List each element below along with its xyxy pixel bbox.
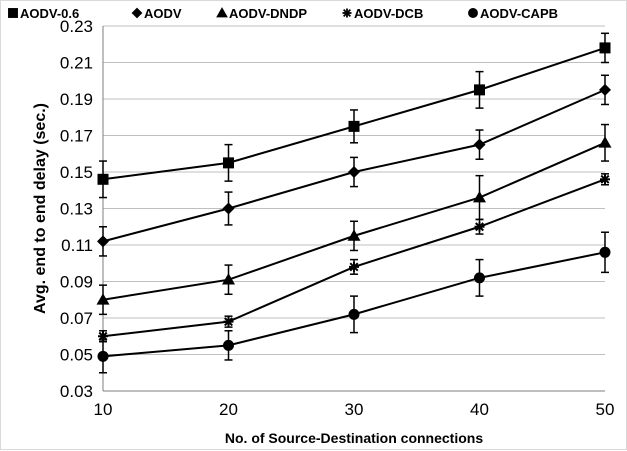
y-tick-label: 0.15 (60, 163, 93, 182)
data-point (348, 166, 360, 178)
data-point (599, 42, 611, 54)
data-point (96, 293, 110, 305)
data-point (599, 83, 611, 96)
data-point (347, 229, 361, 241)
y-tick-label: 0.13 (60, 200, 93, 219)
data-point (97, 173, 109, 185)
data-point (599, 246, 611, 258)
y-axis-title: Avg. end to end delay (sec.) (32, 103, 49, 314)
data-point-stroke (224, 317, 233, 327)
legend-item: AODV-DCB (342, 6, 423, 21)
data-point (598, 136, 612, 148)
y-tick-label: 0.19 (60, 90, 93, 109)
data-point-stroke (349, 262, 359, 272)
legend-marker (216, 7, 228, 18)
x-tick-label: 40 (470, 400, 489, 419)
data-point (98, 331, 108, 342)
y-tick-label: 0.05 (60, 346, 93, 365)
series-AODV-DCB (98, 173, 610, 343)
legend-label: AODV-DCB (354, 6, 423, 21)
data-point-stroke (98, 331, 108, 341)
x-axis-title: No. of Source-Destination connections (225, 430, 483, 446)
legend: AODV-0.6 AODV AODV-DNDP AODV-DCB AODV-CAPB (8, 6, 558, 21)
data-point (223, 157, 234, 169)
data-point (474, 84, 485, 96)
x-tick-label: 50 (596, 400, 615, 419)
data-point (349, 261, 359, 272)
legend-item: AODV-CAPB (468, 6, 558, 21)
data-point (348, 308, 360, 320)
x-tick-label: 20 (219, 400, 238, 419)
legend-marker-stroke (342, 8, 352, 18)
series-AODV-DNDP (96, 123, 612, 316)
x-tick-label: 30 (345, 400, 364, 419)
y-tick-label: 0.09 (60, 273, 93, 292)
legend-item: AODV-DNDP (216, 6, 307, 21)
data-point (97, 235, 109, 248)
legend-marker (468, 8, 478, 18)
data-point (223, 316, 234, 327)
data-point (473, 191, 486, 203)
y-tick-label: 0.03 (60, 382, 93, 401)
data-point (97, 350, 109, 362)
data-point (223, 339, 234, 351)
x-tick-label: 10 (94, 400, 113, 419)
y-tick-label: 0.17 (60, 127, 93, 146)
data-point (474, 272, 485, 284)
data-point (473, 138, 486, 151)
data-point (348, 120, 360, 132)
legend-label: AODV-CAPB (480, 6, 558, 21)
y-tick-label: 0.07 (60, 309, 93, 328)
data-point (474, 221, 485, 232)
data-point-stroke (600, 174, 610, 184)
legend-label: AODV-0.6 (20, 6, 79, 21)
legend-label: AODV (144, 6, 182, 21)
legend-item: AODV-0.6 (8, 6, 79, 21)
data-series (96, 32, 612, 374)
axes: 0.03 0.05 0.07 0.09 0.11 0.13 0.15 0.17 0.19 0.21… (60, 17, 615, 419)
data-point (222, 273, 235, 285)
legend-item: AODV (131, 6, 182, 21)
legend-marker (131, 7, 143, 19)
y-tick-label: 0.11 (61, 236, 93, 255)
series-AODV (97, 74, 611, 257)
legend-marker (8, 8, 18, 18)
series-AODV-CAPB (97, 231, 611, 374)
data-point (600, 174, 610, 185)
y-tick-label: 0.23 (60, 17, 93, 36)
legend-marker (342, 8, 352, 18)
data-point (222, 202, 235, 215)
data-point-stroke (475, 222, 484, 232)
series-AODV-0.6 (97, 32, 611, 199)
legend-label: AODV-DNDP (229, 6, 307, 21)
y-tick-label: 0.21 (60, 54, 93, 73)
